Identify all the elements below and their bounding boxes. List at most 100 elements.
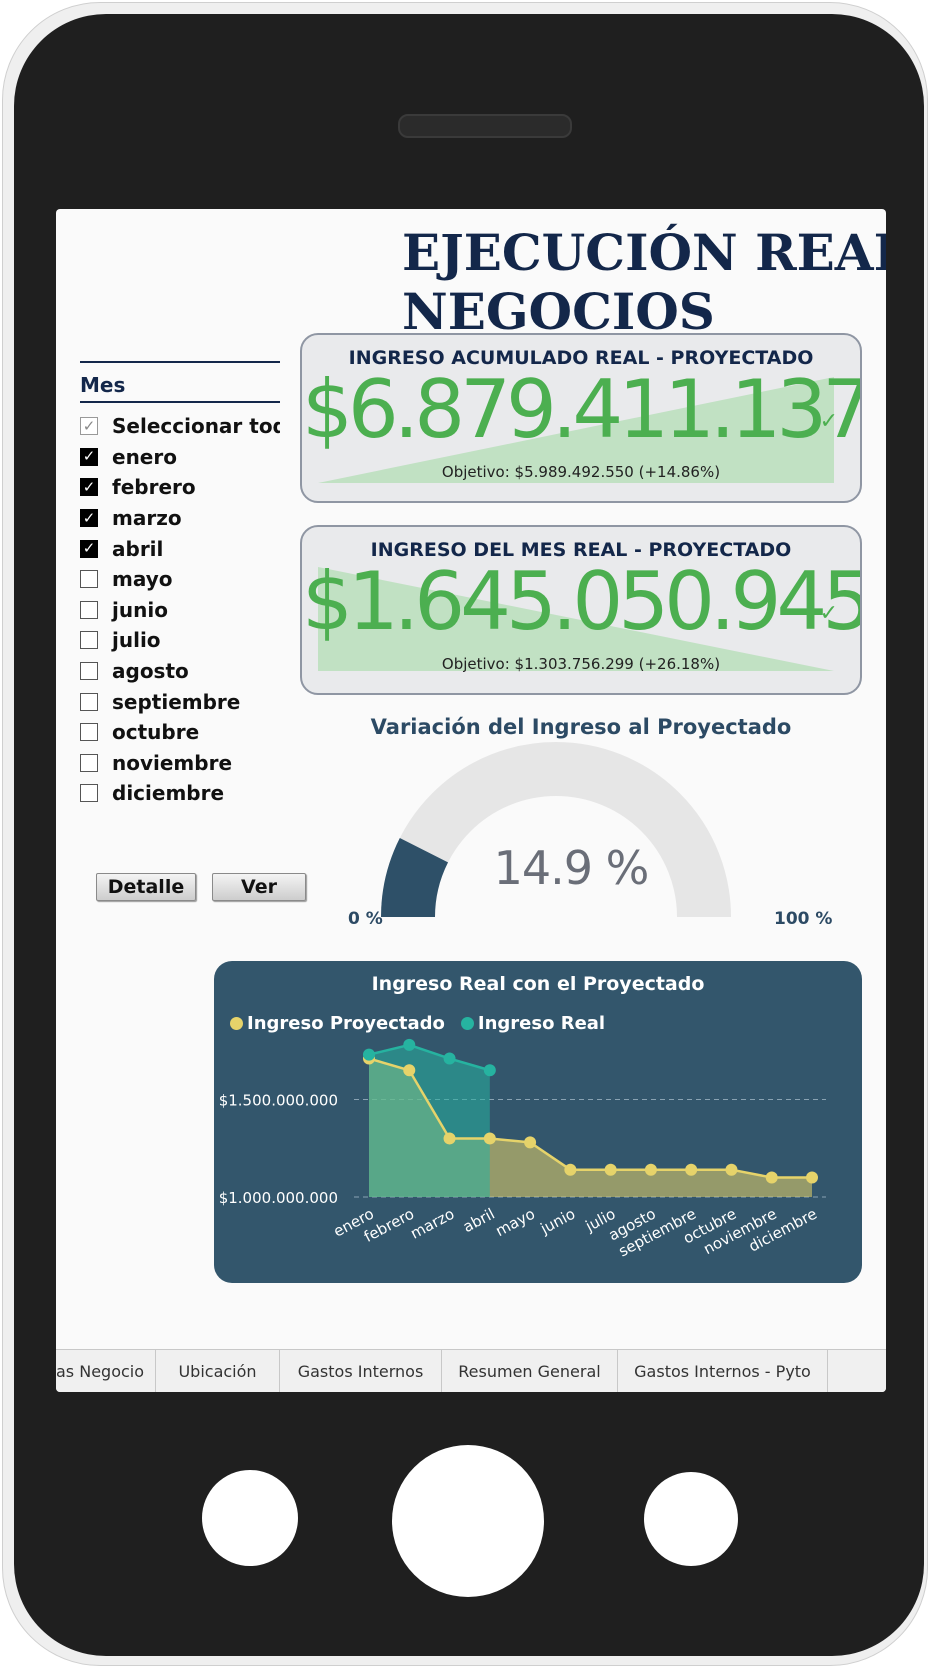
page-title-line1: EJECUCIÓN REAL - bbox=[402, 223, 886, 282]
slicer-item-label: noviembre bbox=[112, 750, 233, 775]
kpi-title: INGRESO ACUMULADO REAL - PROYECTADO bbox=[348, 347, 814, 369]
chart-legend: Ingreso Proyectado Ingreso Real bbox=[230, 1013, 605, 1034]
data-point bbox=[725, 1163, 738, 1176]
slicer-item-label: mayo bbox=[112, 567, 173, 592]
checkbox-icon[interactable] bbox=[80, 631, 98, 650]
checkbox-icon[interactable] bbox=[80, 692, 98, 711]
checkbox-icon[interactable] bbox=[80, 600, 98, 619]
chart-title: Ingreso Real con el Proyectado bbox=[371, 973, 705, 995]
slicer-item-abril[interactable]: ✓ abril bbox=[80, 533, 280, 564]
slicer-item-label: marzo bbox=[112, 506, 182, 531]
slicer-item-junio[interactable]: junio bbox=[80, 595, 280, 626]
tab-gastos-internos-pyto[interactable]: Gastos Internos - Pyto bbox=[618, 1350, 828, 1392]
slicer-item-enero[interactable]: ✓ enero bbox=[80, 442, 280, 473]
series-line bbox=[368, 1057, 812, 1179]
slicer-item-septiembre[interactable]: septiembre bbox=[80, 686, 280, 717]
data-point bbox=[524, 1136, 537, 1149]
kpi-card-accumulated: INGRESO ACUMULADO REAL - PROYECTADO $6.8… bbox=[300, 333, 862, 503]
revenue-chart-panel: Ingreso Real con el Proyectado Ingreso P… bbox=[214, 961, 862, 1283]
slicer-header: Mes bbox=[80, 361, 280, 403]
tab-negocio[interactable]: as Negocio bbox=[56, 1350, 156, 1392]
checkbox-icon[interactable] bbox=[80, 784, 98, 803]
slicer-item-label: abril bbox=[112, 536, 164, 561]
slicer-item-label: febrero bbox=[112, 475, 196, 500]
y-tick-label: $1.500.000.000 bbox=[219, 1092, 338, 1110]
phone-home-button[interactable] bbox=[392, 1445, 544, 1597]
slicer-item-agosto[interactable]: agosto bbox=[80, 656, 280, 687]
page-title-line2: NEGOCIOS bbox=[402, 282, 715, 341]
slicer-item-noviembre[interactable]: noviembre bbox=[80, 748, 280, 779]
gauge-title: Variación del Ingreso al Proyectado bbox=[370, 715, 792, 739]
kpi-value: $1.645.050.945 bbox=[302, 555, 862, 648]
data-point bbox=[483, 1064, 496, 1077]
checkbox-icon[interactable] bbox=[80, 753, 98, 772]
data-point bbox=[806, 1171, 818, 1184]
checkbox-icon[interactable] bbox=[80, 570, 98, 589]
kpi-trend-shape bbox=[318, 567, 834, 671]
tab-ubicacion[interactable]: Ubicación bbox=[156, 1350, 280, 1392]
legend-item-real[interactable]: Ingreso Real bbox=[460, 1013, 606, 1034]
report-screen: EJECUCIÓN REAL - NEGOCIOS Mes ✓ Seleccion… bbox=[56, 209, 886, 1392]
slicer-item-marzo[interactable]: ✓ marzo bbox=[80, 503, 280, 534]
slicer-item-octubre[interactable]: octubre bbox=[80, 717, 280, 748]
slicer-item-label: Seleccionar todo bbox=[112, 414, 280, 439]
gauge-chart bbox=[381, 742, 731, 918]
checkbox-icon[interactable]: ✓ bbox=[80, 478, 98, 497]
kpi-goal: Objetivo: $1.303.756.299 (+26.18%) bbox=[441, 655, 721, 673]
tab-gastos-internos[interactable]: Gastos Internos bbox=[280, 1350, 442, 1392]
checkbox-icon[interactable]: ✓ bbox=[80, 417, 98, 436]
slicer-item-label: junio bbox=[112, 597, 168, 622]
ver-button[interactable]: Ver bbox=[212, 873, 306, 901]
data-point bbox=[644, 1163, 657, 1176]
checkbox-icon[interactable]: ✓ bbox=[80, 539, 98, 558]
revenue-chart: $1.500.000.000$1.000.000.000enerofebrero… bbox=[219, 1038, 826, 1260]
slicer-item-mayo[interactable]: mayo bbox=[80, 564, 280, 595]
tab-resumen-general[interactable]: Resumen General bbox=[442, 1350, 618, 1392]
slicer-item-febrero[interactable]: ✓ febrero bbox=[80, 472, 280, 503]
series-area bbox=[369, 1044, 490, 1197]
check-icon: ✓ bbox=[819, 409, 838, 434]
kpi-card-month: INGRESO DEL MES REAL - PROYECTADO $1.645… bbox=[300, 525, 862, 695]
gauge-min-label: 0 % bbox=[348, 909, 383, 929]
gauge-value: 14.9 % bbox=[493, 841, 650, 895]
checkbox-icon[interactable]: ✓ bbox=[80, 447, 98, 466]
month-slicer: Mes ✓ Seleccionar todo ✓ enero ✓ febrero ✓ m… bbox=[80, 361, 280, 809]
slicer-item-label: julio bbox=[112, 628, 161, 653]
data-point bbox=[604, 1163, 617, 1176]
data-point bbox=[403, 1064, 416, 1077]
data-point bbox=[685, 1163, 698, 1176]
x-tick-label: abril bbox=[460, 1205, 498, 1236]
check-icon: ✓ bbox=[819, 601, 838, 626]
gauge-fill bbox=[381, 838, 449, 918]
kpi-trend-shape bbox=[318, 377, 834, 483]
slicer-item-diciembre[interactable]: diciembre bbox=[80, 778, 280, 809]
checkbox-icon[interactable] bbox=[80, 723, 98, 742]
slicer-item-select-all[interactable]: ✓ Seleccionar todo bbox=[80, 411, 280, 442]
checkbox-icon[interactable]: ✓ bbox=[80, 509, 98, 528]
x-tick-label: marzo bbox=[407, 1205, 457, 1243]
phone-right-button[interactable] bbox=[644, 1472, 738, 1566]
legend-label: Ingreso Proyectado bbox=[247, 1013, 445, 1034]
phone-speaker bbox=[398, 114, 572, 138]
data-point bbox=[483, 1132, 496, 1145]
checkbox-icon[interactable] bbox=[80, 662, 98, 681]
kpi-value: $6.879.411.137 bbox=[302, 363, 862, 456]
data-point bbox=[564, 1163, 577, 1176]
data-point bbox=[363, 1048, 375, 1061]
data-point bbox=[403, 1038, 416, 1051]
data-point bbox=[443, 1132, 456, 1145]
detalle-button[interactable]: Detalle bbox=[96, 873, 196, 901]
phone-left-button[interactable] bbox=[202, 1470, 298, 1566]
x-tick-label: mayo bbox=[493, 1205, 538, 1241]
slicer-item-label: septiembre bbox=[112, 689, 241, 714]
x-tick-label: junio bbox=[537, 1205, 579, 1239]
slicer-item-julio[interactable]: julio bbox=[80, 625, 280, 656]
page-title: EJECUCIÓN REAL - NEGOCIOS bbox=[402, 223, 886, 341]
series-line bbox=[368, 1043, 491, 1072]
y-tick-label: $1.000.000.000 bbox=[219, 1189, 338, 1207]
gauge-track bbox=[381, 742, 731, 918]
legend-label: Ingreso Real bbox=[477, 1013, 606, 1034]
legend-dot-icon bbox=[230, 1017, 243, 1030]
slicer-list: ✓ Seleccionar todo ✓ enero ✓ febrero ✓ marzo… bbox=[80, 411, 280, 809]
legend-item-projected[interactable]: Ingreso Proyectado bbox=[230, 1013, 445, 1034]
